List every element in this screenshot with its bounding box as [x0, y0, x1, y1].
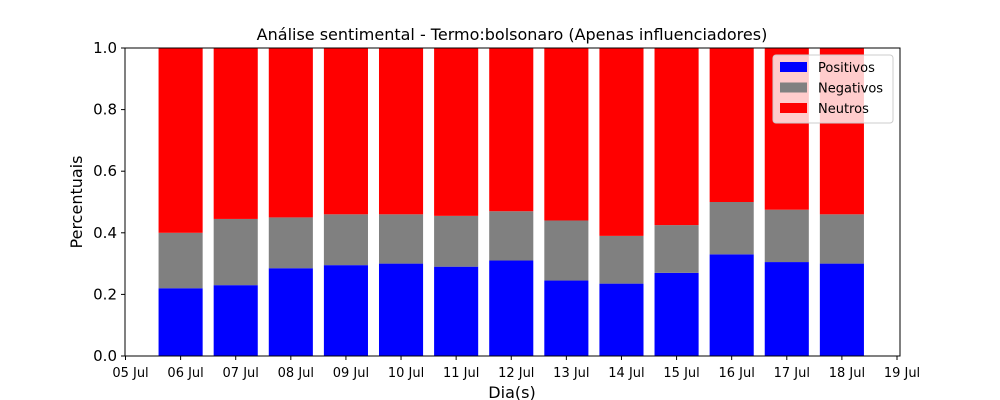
x-tick-label: 19 Jul — [884, 366, 920, 381]
legend-swatch-positivos — [780, 62, 807, 72]
x-tick-label: 11 Jul — [443, 366, 479, 381]
x-axis: 05 Jul 06 Jul 07 Jul 08 Jul 09 Jul 10 Jul 11 J… — [112, 356, 920, 381]
bar-neutros-11-jul — [434, 48, 479, 216]
bar-negativos-16-jul — [709, 202, 754, 255]
legend-swatch-negativos — [780, 82, 807, 93]
bar-negativos-06-jul — [158, 232, 203, 289]
y-tick-label: 0.8 — [93, 101, 117, 119]
bar-negativos-08-jul — [268, 217, 313, 269]
y-axis: 0.0 0.2 0.4 0.6 0.8 1.0 — [93, 39, 125, 365]
bar-negativos-10-jul — [378, 214, 424, 264]
bar-neutros-13-jul — [544, 48, 589, 221]
y-tick-label: 0.6 — [93, 162, 117, 180]
x-tick-label: 07 Jul — [223, 366, 259, 381]
x-tick-label: 15 Jul — [663, 366, 699, 381]
x-tick-label: 09 Jul — [333, 366, 369, 381]
bars-layer — [158, 48, 864, 356]
bar-positivos-13-jul — [544, 280, 589, 356]
x-tick-label: 17 Jul — [774, 366, 810, 381]
x-tick-label: 05 Jul — [112, 366, 148, 381]
bar-neutros-15-jul — [654, 48, 699, 226]
bar-positivos-15-jul — [654, 272, 699, 356]
x-tick-label: 13 Jul — [553, 366, 589, 381]
bar-neutros-08-jul — [268, 48, 313, 218]
plot-frame — [124, 47, 901, 357]
y-tick-label: 0.2 — [93, 285, 117, 303]
bar-positivos-09-jul — [323, 265, 368, 356]
bar-neutros-07-jul — [213, 48, 258, 219]
x-axis-title: Dia(s) — [488, 383, 535, 400]
x-tick-label: 16 Jul — [718, 366, 754, 381]
bar-positivos-08-jul — [268, 268, 313, 356]
bar-positivos-10-jul — [378, 263, 424, 356]
y-tick-label: 0.4 — [93, 224, 117, 242]
legend: Positivos Negativos Neutros — [772, 54, 894, 124]
y-tick-label: 1.0 — [93, 39, 117, 57]
x-tick-label: 12 Jul — [498, 366, 534, 381]
bar-negativos-18-jul — [819, 214, 864, 264]
x-tick-label: 14 Jul — [608, 366, 644, 381]
bar-positivos-06-jul — [158, 288, 203, 356]
bar-positivos-14-jul — [599, 283, 644, 356]
legend-label-neutros: Neutros — [818, 102, 869, 117]
bar-neutros-10-jul — [378, 48, 424, 215]
x-tick-label: 10 Jul — [388, 366, 424, 381]
legend-label-negativos: Negativos — [818, 82, 883, 97]
bar-positivos-18-jul — [819, 263, 864, 356]
bar-positivos-12-jul — [489, 260, 534, 356]
bar-negativos-11-jul — [434, 215, 479, 267]
x-tick-label: 08 Jul — [278, 366, 314, 381]
bar-positivos-11-jul — [434, 266, 479, 356]
x-tick-label: 18 Jul — [829, 366, 865, 381]
bar-negativos-09-jul — [323, 214, 368, 266]
bar-neutros-12-jul — [489, 48, 534, 212]
bar-negativos-07-jul — [213, 218, 258, 286]
y-tick-label: 0.0 — [93, 347, 117, 365]
bar-neutros-06-jul — [158, 48, 203, 233]
bar-negativos-15-jul — [654, 225, 699, 273]
chart-title: Análise sentimental - Termo:bolsonaro (A… — [257, 25, 768, 44]
bar-negativos-13-jul — [544, 220, 589, 281]
x-tick-label: 06 Jul — [167, 366, 203, 381]
bar-neutros-16-jul — [709, 48, 754, 202]
bar-negativos-12-jul — [489, 211, 534, 261]
legend-swatch-neutros — [780, 103, 807, 113]
bar-positivos-07-jul — [213, 285, 258, 356]
legend-label-positivos: Positivos — [818, 61, 875, 76]
bar-positivos-16-jul — [709, 254, 754, 356]
bar-negativos-14-jul — [599, 235, 644, 284]
bar-negativos-17-jul — [764, 209, 809, 263]
bar-neutros-09-jul — [323, 48, 368, 215]
y-axis-title: Percentuais — [67, 156, 86, 249]
bar-neutros-14-jul — [599, 48, 644, 236]
bar-positivos-17-jul — [764, 262, 809, 356]
